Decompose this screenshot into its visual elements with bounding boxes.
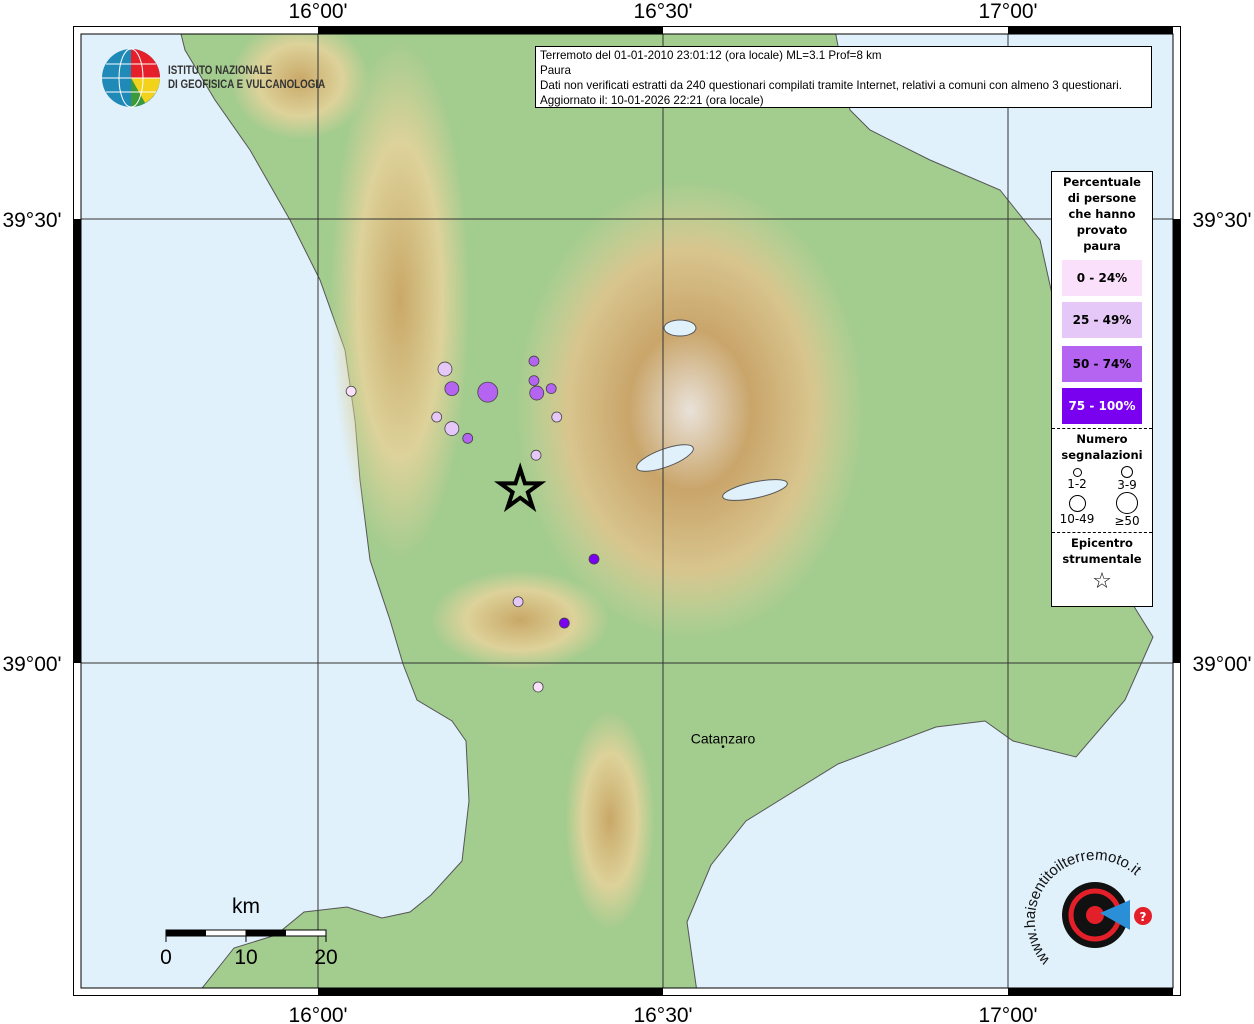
lake: [663, 319, 697, 337]
legend-class-3: 75 - 100%: [1062, 388, 1142, 424]
observation-point[interactable]: [545, 383, 557, 395]
ingv-logo-text: ISTITUTO NAZIONALE DI GEOFISICA E VULCAN…: [168, 64, 325, 92]
ingv-name-line2: DI GEOFISICA E VULCANOLOGIA: [168, 79, 326, 91]
count-legend: 1-2 3-9 10-49 ≥50: [1052, 465, 1152, 528]
ridge-south: [430, 570, 610, 670]
observation-point[interactable]: [551, 411, 563, 423]
scale-unit: km: [232, 895, 260, 918]
observation-point[interactable]: [529, 385, 545, 401]
observation-point[interactable]: [528, 375, 540, 387]
lon-tick-bottom: 16°30': [633, 1004, 692, 1024]
scale-label: 0: [160, 946, 172, 969]
legend-title: Percentuale di persone che hanno provato pau…: [1063, 175, 1141, 253]
observation-point[interactable]: [437, 361, 453, 377]
lon-tick-top: 17°00': [978, 0, 1037, 23]
observation-point[interactable]: [512, 596, 524, 608]
event-line: Terremoto del 01-01-2010 23:01:12 (ora l…: [540, 49, 882, 62]
observation-point[interactable]: [444, 381, 460, 397]
observation-point[interactable]: [431, 411, 443, 423]
ingv-name-line1: ISTITUTO NAZIONALE: [168, 65, 273, 77]
lake: [722, 479, 788, 501]
star-icon: ☆: [1092, 569, 1112, 594]
observation-point[interactable]: [345, 385, 357, 397]
place-label: Catanzaro: [691, 731, 756, 747]
legend-class-1: 25 - 49%: [1062, 302, 1142, 338]
legend: Percentuale di persone che hanno provato pau…: [1051, 171, 1153, 607]
legend-class-2: 50 - 74%: [1062, 346, 1142, 382]
count-class-label: 3-9: [1117, 478, 1137, 492]
svg-text:?: ?: [1140, 910, 1147, 924]
lon-tick-top: 16°30': [633, 0, 692, 23]
lon-tick-top: 16°00': [288, 0, 347, 23]
coastal-ridge: [330, 40, 470, 560]
lat-tick-right: 39°30': [1192, 209, 1251, 232]
places: Catanzaro: [691, 731, 756, 748]
legend-class-0: 0 - 24%: [1062, 260, 1142, 296]
parameter-line: Paura: [540, 64, 571, 77]
lake: [636, 444, 694, 472]
observation-point[interactable]: [530, 449, 542, 461]
observation-point[interactable]: [477, 381, 499, 403]
observation-point[interactable]: [528, 355, 540, 367]
lon-tick-bottom: 17°00': [978, 1004, 1037, 1024]
epicenter-star-icon[interactable]: [493, 462, 547, 513]
lat-tick-left: 39°30': [2, 209, 61, 232]
map-frame: [73, 26, 1181, 996]
observation-point[interactable]: [462, 432, 474, 444]
observation-point[interactable]: [558, 617, 570, 629]
sila-massif: [515, 180, 865, 640]
observation-point[interactable]: [532, 681, 544, 693]
scale-label: 20: [314, 946, 337, 969]
info-box: Terremoto del 01-01-2010 23:01:12 (ora l…: [535, 46, 1152, 108]
ingv-logo: [102, 48, 160, 108]
data-note-line: Dati non verificati estratti da 240 ques…: [540, 79, 1122, 92]
count-class-label: 10-49: [1059, 512, 1095, 526]
count-legend-title: Numero segnalazioni: [1061, 432, 1143, 462]
observations: [345, 355, 600, 693]
scale-bar: km 0 10 20: [160, 895, 338, 969]
lat-tick-left: 39°00': [2, 653, 61, 676]
ridge-north: [230, 34, 370, 140]
serre-ridge: [565, 710, 655, 930]
observation-point[interactable]: [444, 421, 460, 436]
place-marker: [721, 745, 725, 748]
lat-tick-right: 39°00': [1192, 653, 1251, 676]
epicenter-legend-title: Epicentro strumentale: [1062, 536, 1142, 566]
scale-label: 10: [234, 946, 257, 969]
updated-line: Aggiornato il: 10-01-2026 22:21 (ora loc…: [540, 94, 764, 107]
count-class-label: 1-2: [1067, 477, 1087, 491]
lon-tick-bottom: 16°00': [288, 1004, 347, 1024]
count-class-label: ≥50: [1114, 514, 1140, 528]
observation-point[interactable]: [588, 553, 600, 565]
graticule: [81, 34, 1173, 988]
